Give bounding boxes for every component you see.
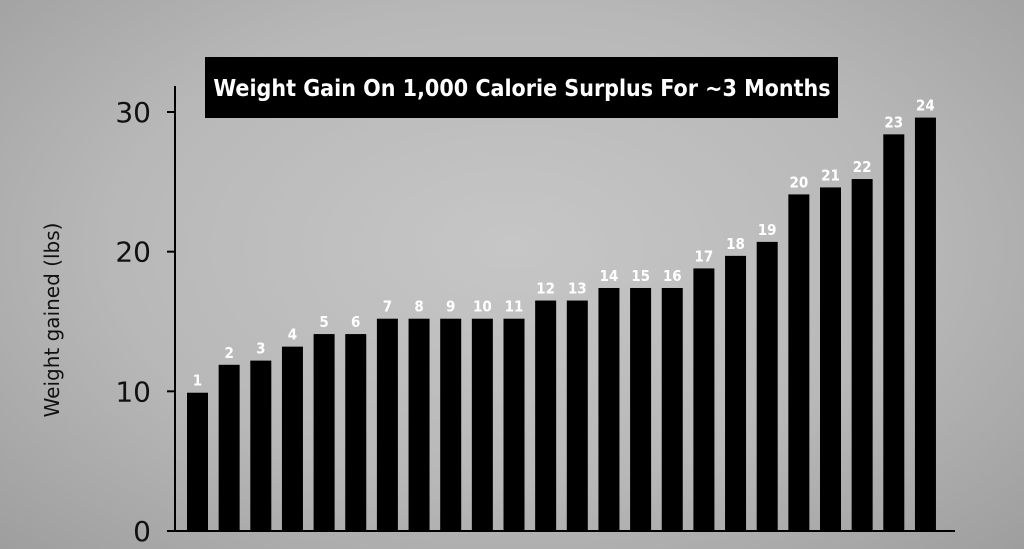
y-tick-label: 20 <box>115 236 151 269</box>
bar-label: 18 <box>726 235 745 253</box>
bar <box>725 255 747 532</box>
bar-label: 14 <box>600 267 619 285</box>
bar <box>281 346 303 531</box>
bar <box>630 287 652 531</box>
bar <box>408 318 430 531</box>
bar-label: 19 <box>758 221 777 239</box>
bar <box>661 287 683 531</box>
bar <box>756 241 778 531</box>
bar-label: 1 <box>193 372 202 390</box>
bar <box>820 187 841 532</box>
bar <box>250 360 272 531</box>
bar-label: 17 <box>695 247 714 265</box>
bar-label: 11 <box>505 298 524 316</box>
bar <box>693 268 715 531</box>
bar <box>503 318 525 531</box>
bar <box>187 392 208 531</box>
bar-label: 8 <box>414 298 423 316</box>
bar-label: 5 <box>319 313 328 331</box>
bar-label: 16 <box>663 267 682 285</box>
bar <box>598 287 620 531</box>
bar <box>313 334 335 531</box>
bar <box>883 134 905 531</box>
chart-title-background <box>205 57 838 118</box>
bar-label: 2 <box>224 344 233 362</box>
y-tick-label: 30 <box>115 96 151 129</box>
bar <box>788 194 810 531</box>
bar-label: 13 <box>568 280 587 298</box>
bars <box>187 117 936 532</box>
chart-title-banner: Weight Gain On 1,000 Calorie Surplus For… <box>205 57 838 118</box>
y-axis-label: Weight gained (lbs) <box>40 223 64 418</box>
bar <box>471 318 493 531</box>
bar <box>376 318 398 531</box>
bar <box>851 179 873 532</box>
bar <box>345 334 367 531</box>
bar-label: 23 <box>884 113 903 131</box>
y-tick-label: 0 <box>133 515 151 548</box>
bar-label: 24 <box>916 97 935 115</box>
bar-label: 20 <box>789 173 808 191</box>
bar-label: 3 <box>256 340 265 358</box>
bar <box>218 364 240 531</box>
bar <box>535 300 557 531</box>
bar-label: 12 <box>536 280 555 298</box>
y-axis-ticks: 0 10 20 30 <box>115 96 175 548</box>
bar-label: 7 <box>383 298 392 316</box>
y-tick-label: 10 <box>115 375 151 408</box>
bar-label: 15 <box>631 267 650 285</box>
bar-label: 6 <box>351 313 360 331</box>
bar-label: 10 <box>473 298 492 316</box>
bar <box>914 117 936 531</box>
bar-label: 4 <box>288 326 297 344</box>
bar-label: 21 <box>821 166 840 184</box>
chart-title: Weight Gain On 1,000 Calorie Surplus For… <box>213 76 830 102</box>
bar <box>440 318 462 531</box>
bar-label: 9 <box>446 298 455 316</box>
bar-label: 22 <box>853 158 872 176</box>
bar <box>566 300 588 531</box>
